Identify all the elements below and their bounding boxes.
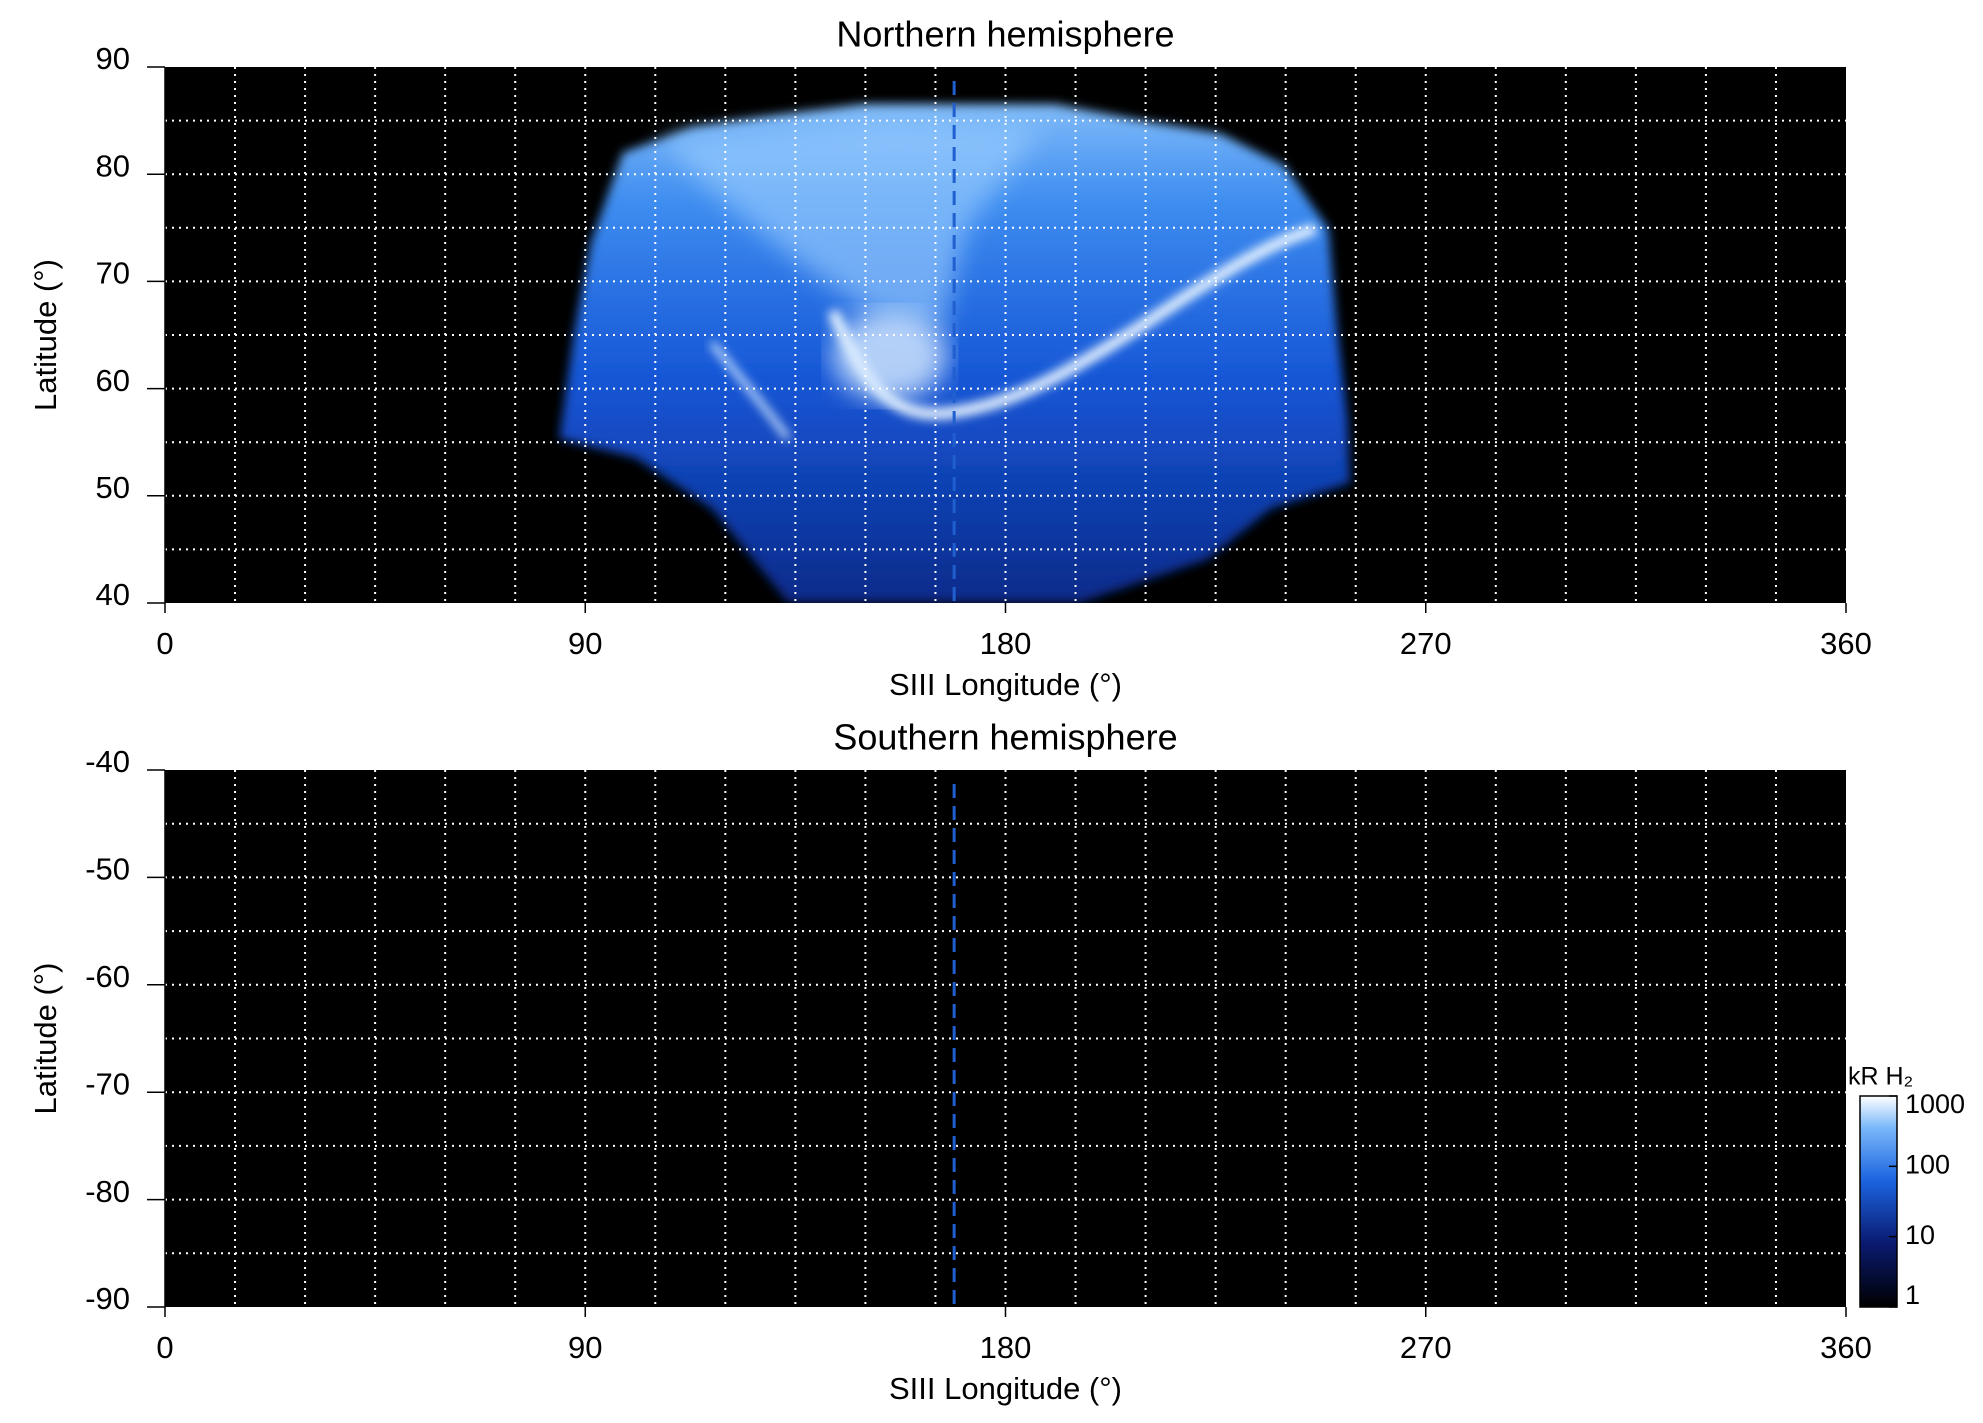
y-tick-label: 90 [96,41,130,76]
y-tick-label: 80 [96,148,130,183]
colorbar-tick-label: 1 [1905,1280,1920,1310]
colorbar-tick-label: 1000 [1905,1089,1965,1119]
x-tick-label: 0 [156,626,173,661]
colorbar [1859,1095,1898,1308]
x-tick-label: 180 [980,1330,1032,1365]
x-axis-title: SIII Longitude (°) [889,667,1122,702]
x-tick-label: 360 [1820,626,1872,661]
y-tick-label: -90 [85,1281,130,1316]
x-tick-label: 270 [1400,1330,1452,1365]
x-tick-label: 270 [1400,626,1452,661]
y-tick-label: 70 [96,256,130,291]
x-tick-label: 90 [568,626,602,661]
x-axis-title: SIII Longitude (°) [889,1371,1122,1406]
x-tick-label: 0 [156,1330,173,1365]
x-tick-label: 90 [568,1330,602,1365]
y-tick-label: 60 [96,363,130,398]
aurora-arc [709,341,791,441]
y-axis-title: Latitude (°) [28,963,63,1115]
colorbar-label: kR H₂ [1848,1063,1913,1091]
y-tick-label: -40 [85,744,130,779]
y-tick-label: -60 [85,959,130,994]
x-tick-label: 360 [1820,1330,1872,1365]
chart-title: Southern hemisphere [833,717,1177,758]
chart-title: Northern hemisphere [836,14,1174,55]
aurora-glow [661,120,1043,331]
y-tick-label: 50 [96,470,130,505]
y-tick-label: -50 [85,852,130,887]
y-tick-label: 40 [96,577,130,612]
aurora-spot [832,311,948,401]
y-tick-label: -80 [85,1174,130,1209]
y-tick-label: -70 [85,1066,130,1101]
y-axis-title: Latitude (°) [28,259,63,411]
colorbar-tick-label: 100 [1905,1149,1950,1179]
colorbar-tick-label: 10 [1905,1220,1935,1250]
x-tick-label: 180 [980,626,1032,661]
